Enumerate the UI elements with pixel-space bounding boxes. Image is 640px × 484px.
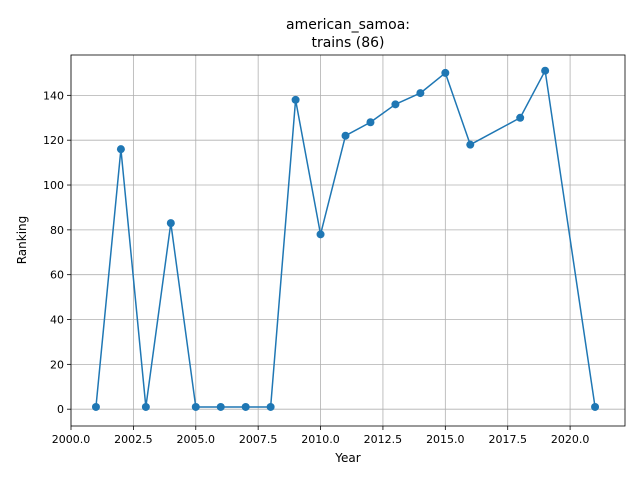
- data-point: [541, 66, 550, 75]
- data-point: [166, 219, 175, 228]
- y-tick-label: 120: [43, 134, 64, 147]
- data-point: [391, 100, 400, 109]
- data-point: [466, 140, 475, 149]
- chart-title-line1: american_samoa:: [286, 17, 410, 33]
- x-tick-label: 2005.0: [177, 433, 216, 446]
- data-point: [216, 402, 225, 411]
- x-tick-label: 2017.5: [488, 433, 527, 446]
- data-point: [416, 89, 425, 98]
- data-point: [441, 68, 450, 77]
- data-point: [341, 131, 350, 140]
- data-point: [316, 230, 325, 239]
- chart-title-line2: trains (86): [311, 35, 384, 51]
- x-tick-label: 2012.5: [364, 433, 403, 446]
- y-tick-label: 60: [50, 269, 64, 282]
- data-point: [266, 402, 275, 411]
- axes-layer: 2000.0 2002.5 2005.0 2007.5 2010.0 2012.5 2015…: [43, 54, 626, 446]
- data-point: [141, 402, 150, 411]
- data-point: [366, 118, 375, 127]
- x-tick-label: 2020.0: [551, 433, 590, 446]
- y-tick-label: 0: [57, 403, 64, 416]
- data-point: [291, 95, 300, 104]
- plot-frame: [70, 54, 626, 427]
- data-point: [241, 402, 250, 411]
- x-tick-label: 2010.0: [301, 433, 340, 446]
- grid-layer: [70, 55, 625, 426]
- x-axis-label: Year: [334, 451, 360, 465]
- x-tick-label: 2007.5: [239, 433, 278, 446]
- y-tick-label: 100: [43, 179, 64, 192]
- x-tick-label: 2002.5: [114, 433, 153, 446]
- x-tick-label: 2015.0: [426, 433, 465, 446]
- y-tick-label: 80: [50, 224, 64, 237]
- y-tick-label: 140: [43, 89, 64, 102]
- data-point: [591, 402, 600, 411]
- series-layer: [91, 66, 600, 411]
- x-tick-label: 2000.0: [52, 433, 91, 446]
- data-point: [516, 113, 525, 122]
- data-point: [191, 402, 200, 411]
- data-point: [91, 402, 100, 411]
- data-point: [116, 145, 125, 154]
- y-tick-label: 40: [50, 314, 64, 327]
- y-axis-label: Ranking: [15, 216, 29, 265]
- y-tick-label: 20: [50, 358, 64, 371]
